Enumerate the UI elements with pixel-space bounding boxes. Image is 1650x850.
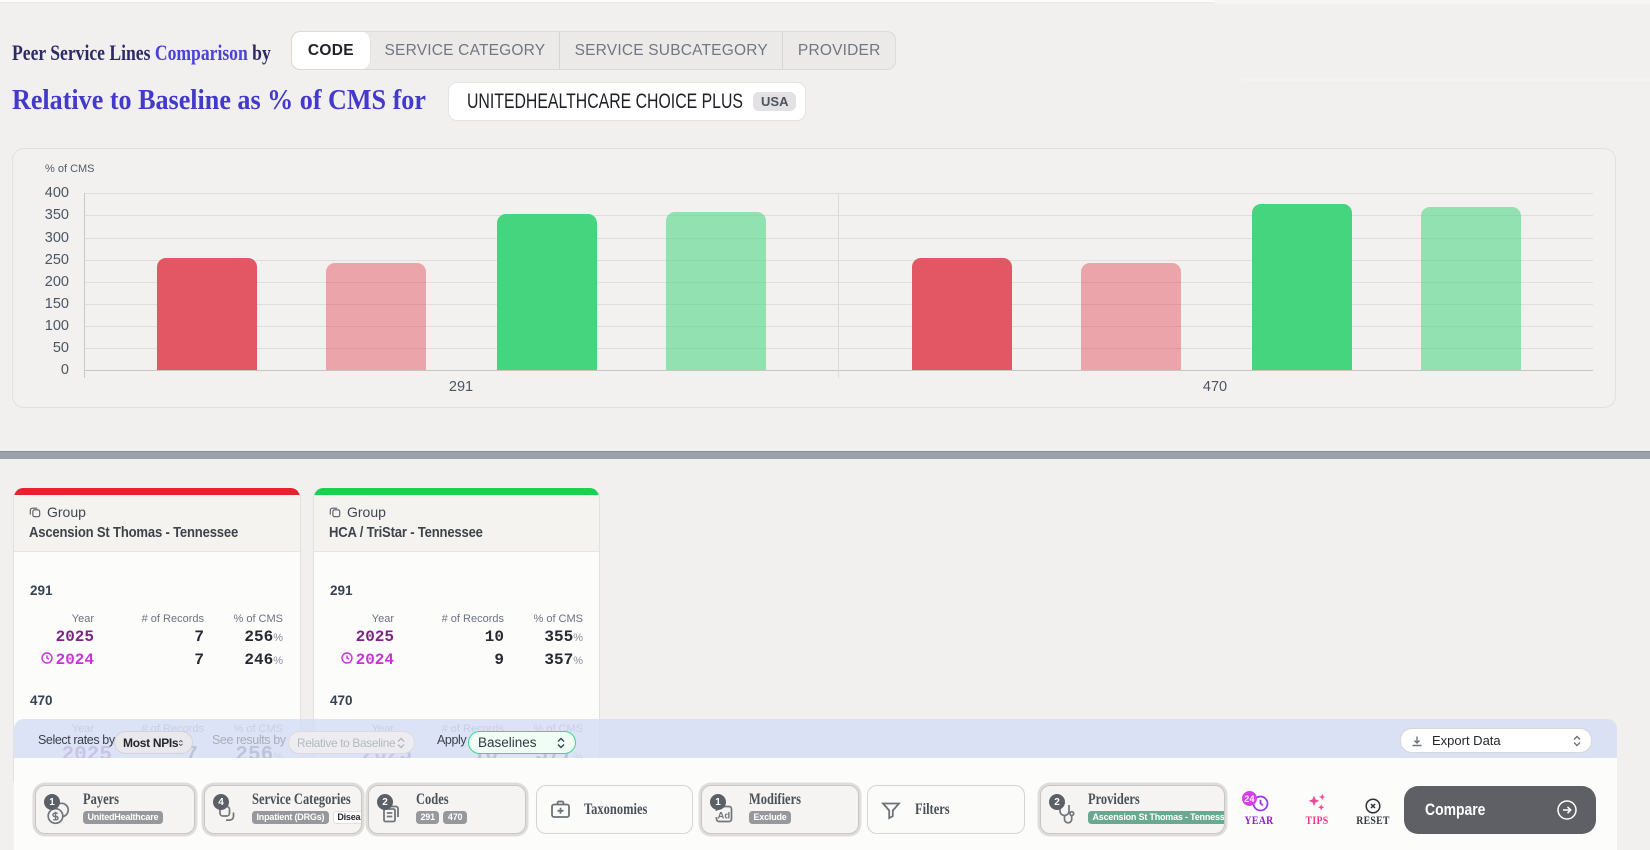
svg-text:Ad: Ad bbox=[718, 811, 731, 822]
